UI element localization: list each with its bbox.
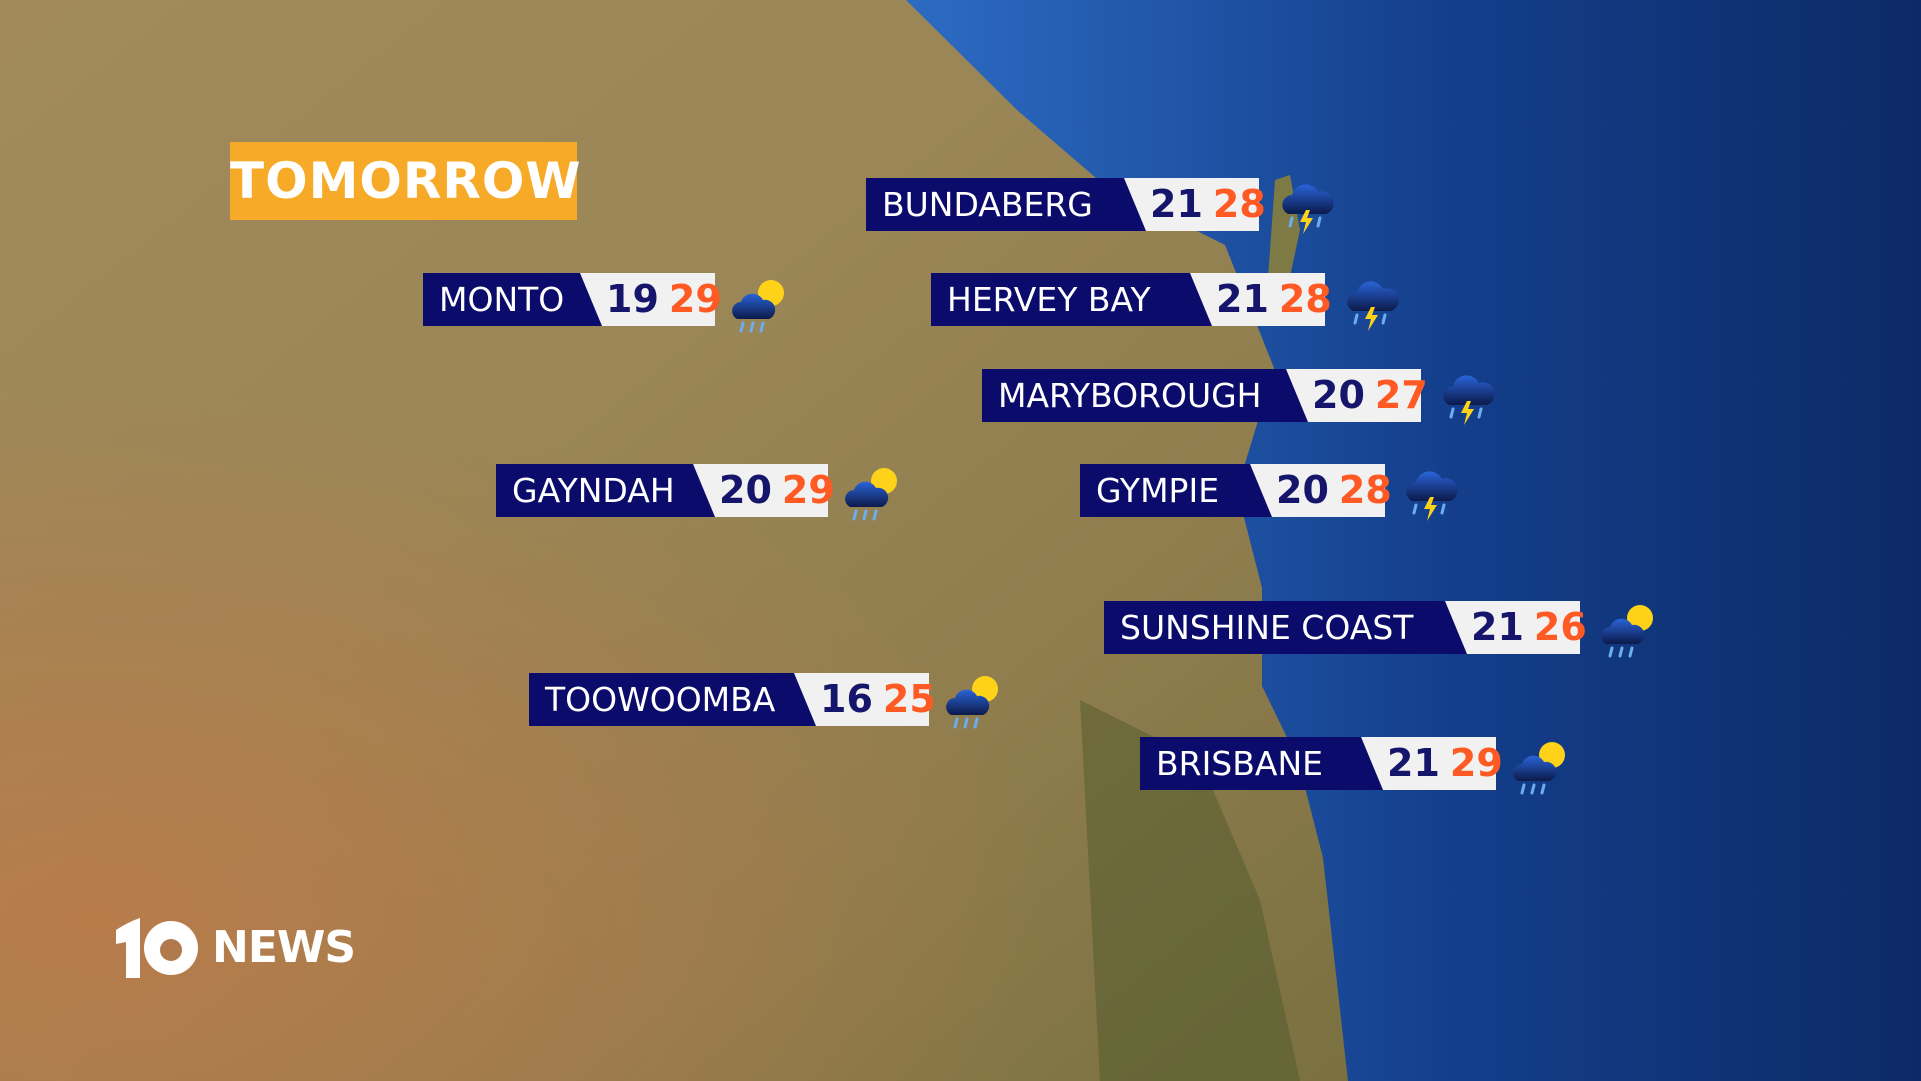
thunderstorm-icon [1276,176,1338,238]
location-name: GAYNDAH [496,464,715,517]
min-temp: 21 [1387,741,1440,785]
location-name: BRISBANE [1140,737,1383,790]
location-label-monto: MONTO 19 29 [423,273,722,326]
showers-sun-icon [842,463,904,525]
min-temp: 21 [1216,277,1269,321]
thunderstorm-icon [1341,273,1403,335]
showers-sun-icon [1510,737,1572,799]
location-label-toowoomba: TOOWOOMBA 16 25 [529,673,936,726]
min-temp: 20 [719,468,772,512]
showers-sun-icon [729,275,791,337]
temps: 16 25 [794,673,936,726]
location-label-gympie: GYMPIE 20 28 [1080,464,1392,517]
max-temp: 26 [1533,605,1587,649]
location-name: SUNSHINE COAST [1104,601,1467,654]
max-temp: 28 [1278,277,1332,321]
min-temp: 21 [1471,605,1524,649]
min-temp: 16 [820,677,873,721]
location-name: GYMPIE [1080,464,1272,517]
temps: 20 29 [693,464,835,517]
location-label-maryborough: MARYBOROUGH 20 27 [982,369,1428,422]
temps: 21 26 [1445,601,1587,654]
location-name: MARYBOROUGH [982,369,1308,422]
location-name: HERVEY BAY [931,273,1212,326]
max-temp: 28 [1338,468,1392,512]
min-temp: 19 [606,277,659,321]
location-name: BUNDABERG [866,178,1146,231]
max-temp: 29 [781,468,835,512]
max-temp: 27 [1374,373,1428,417]
max-temp: 29 [1449,741,1503,785]
min-temp: 21 [1150,182,1203,226]
max-temp: 25 [882,677,936,721]
location-label-brisbane: BRISBANE 21 29 [1140,737,1503,790]
showers-sun-icon [943,671,1005,733]
location-label-hervey-bay: HERVEY BAY 21 28 [931,273,1332,326]
temps: 21 28 [1124,178,1266,231]
location-name: TOOWOOMBA [529,673,816,726]
min-temp: 20 [1312,373,1365,417]
forecast-day-title: TOMORROW [230,142,581,220]
location-label-gayndah: GAYNDAH 20 29 [496,464,835,517]
logo-text: NEWS [212,922,356,973]
temps: 19 29 [580,273,722,326]
10-logo-mark [116,918,198,978]
thunderstorm-icon [1400,463,1462,525]
location-label-sunshine-coast: SUNSHINE COAST 21 26 [1104,601,1587,654]
location-label-bundaberg: BUNDABERG 21 28 [866,178,1266,231]
temps: 20 27 [1286,369,1428,422]
10-news-logo: NEWS [114,916,356,980]
thunderstorm-icon [1437,367,1499,429]
min-temp: 20 [1276,468,1329,512]
temps: 21 29 [1361,737,1503,790]
temps: 20 28 [1250,464,1392,517]
showers-sun-icon [1598,600,1660,662]
location-name: MONTO [423,273,602,326]
max-temp: 29 [668,277,722,321]
max-temp: 28 [1212,182,1266,226]
temps: 21 28 [1190,273,1332,326]
